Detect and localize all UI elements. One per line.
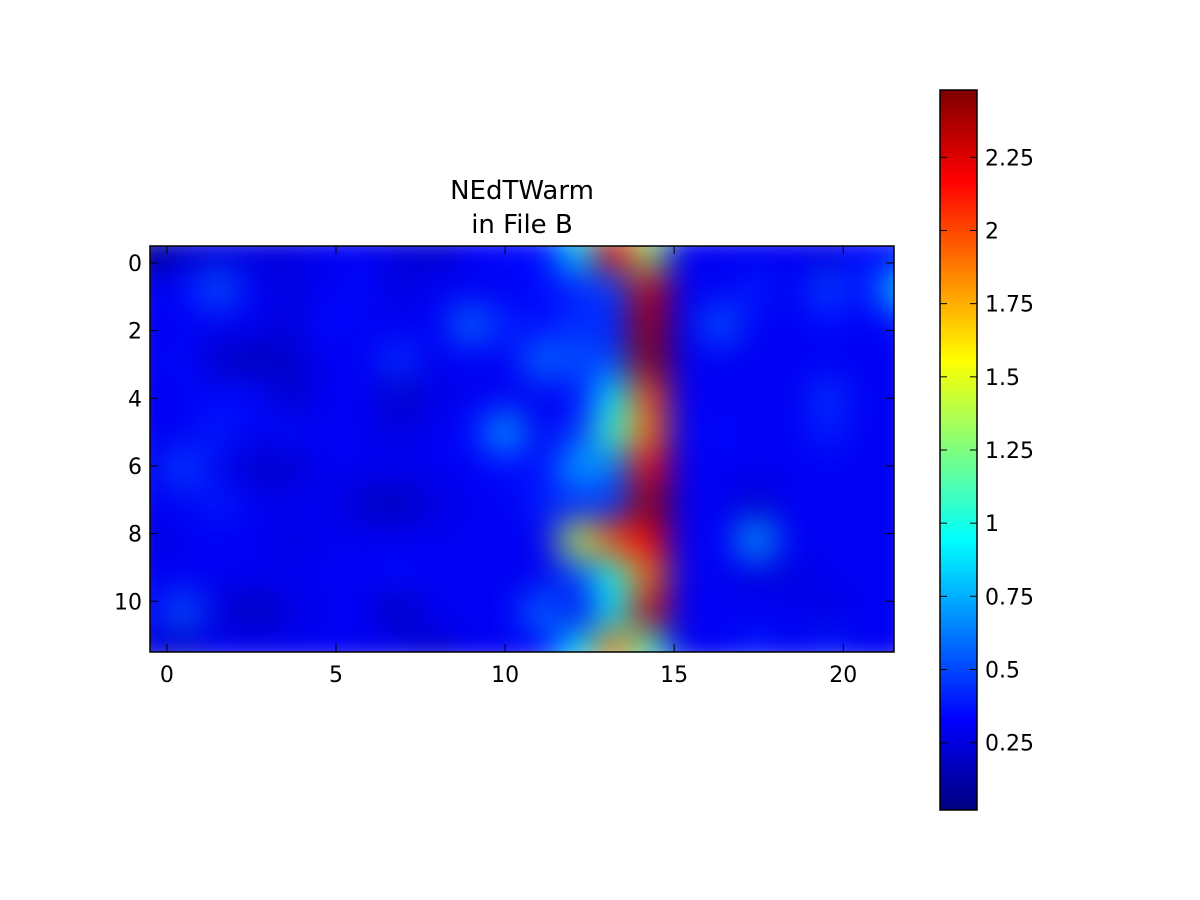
chart-title: NEdTWarm [450,176,594,206]
y-tick-label: 2 [128,320,142,345]
colorbar-tick-label: 1.75 [985,293,1034,318]
x-tick-label: 0 [160,663,174,688]
heatmap-area [150,246,894,652]
colorbar-tick-label: 0.5 [985,659,1020,684]
axes-frame [149,245,895,653]
colorbar-tick-label: 1.25 [985,439,1034,464]
colorbar-tick-label: 2 [985,219,999,244]
axes-border [149,245,895,653]
colorbar-tick-label: 1.5 [985,366,1020,391]
colorbar-ticks: 0.25 0.5 0.75 1 1.25 1.5 1.75 2 2.25 [940,146,1034,757]
x-tick-label: 20 [829,663,857,688]
y-tick-label: 10 [114,590,142,615]
y-tick-label: 0 [128,252,142,277]
y-tick-label: 8 [128,523,142,548]
x-tick-label: 5 [329,663,343,688]
y-axis-ticks: 0 2 4 6 8 10 [114,252,894,615]
colorbar-tick-label: 0.25 [985,732,1034,757]
x-axis-ticks: 0 5 10 15 20 [160,246,857,688]
x-tick-label: 10 [491,663,519,688]
y-tick-label: 6 [128,455,142,480]
y-tick-label: 4 [128,387,142,412]
colorbar-tick-label: 2.25 [985,146,1034,171]
chart-subtitle: in File B [471,210,573,240]
colorbar-tick-label: 0.75 [985,585,1034,610]
colorbar-tick-label: 1 [985,512,999,537]
heatmap-image [150,246,894,652]
x-tick-label: 15 [660,663,688,688]
